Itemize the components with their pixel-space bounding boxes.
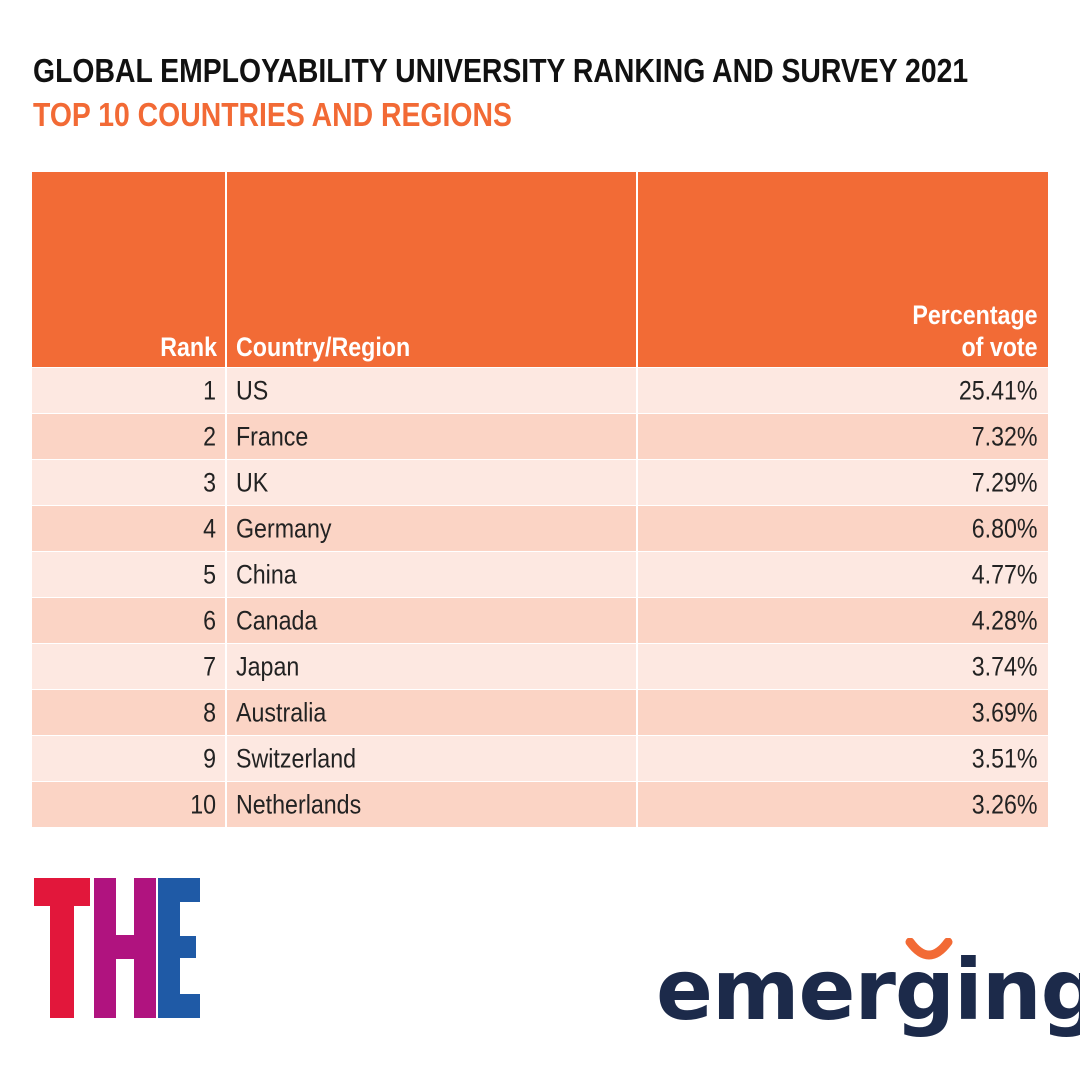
rank-cell: 3 (32, 460, 227, 505)
rank-cell-text: 9 (203, 743, 216, 773)
percentage-cell: 7.32% (638, 414, 1048, 459)
table-row: 9 Switzerland 3.51% (32, 735, 1048, 781)
percentage-cell: 3.51% (638, 736, 1048, 781)
rank-cell: 1 (32, 368, 227, 413)
rank-cell-text: 8 (203, 697, 216, 727)
percentage-cell: 7.29% (638, 460, 1048, 505)
percentage-cell-text: 3.26% (972, 789, 1038, 819)
percentage-cell-text: 3.69% (972, 697, 1038, 727)
rank-cell-text: 7 (203, 651, 216, 681)
header-rank: Rank (32, 172, 227, 367)
rank-cell: 10 (32, 782, 227, 827)
smile-icon (905, 938, 953, 960)
country-cell: Germany (227, 506, 638, 551)
rank-cell: 5 (32, 552, 227, 597)
rank-cell: 2 (32, 414, 227, 459)
percentage-cell-text: 6.80% (972, 513, 1038, 543)
percentage-cell: 4.77% (638, 552, 1048, 597)
country-cell: France (227, 414, 638, 459)
rank-cell: 4 (32, 506, 227, 551)
percentage-cell-text: 3.51% (972, 743, 1038, 773)
table-row: 5 China 4.77% (32, 551, 1048, 597)
page-title: GLOBAL EMPLOYABILITY UNIVERSITY RANKING … (33, 52, 969, 89)
country-cell-text: China (236, 559, 297, 589)
percentage-cell: 4.28% (638, 598, 1048, 643)
table-row: 1 US 25.41% (32, 367, 1048, 413)
percentage-cell-text: 4.77% (972, 559, 1038, 589)
rank-cell: 8 (32, 690, 227, 735)
country-cell-text: US (236, 375, 269, 405)
country-cell: US (227, 368, 638, 413)
table-row: 8 Australia 3.69% (32, 689, 1048, 735)
country-cell: China (227, 552, 638, 597)
country-cell: Japan (227, 644, 638, 689)
rank-cell-text: 6 (203, 605, 216, 635)
header-percentage-line1: Percentage (912, 300, 1038, 330)
percentage-cell-text: 25.41% (959, 375, 1038, 405)
country-cell: Netherlands (227, 782, 638, 827)
header-country: Country/Region (227, 172, 638, 367)
rank-cell-text: 2 (203, 421, 216, 451)
country-cell-text: Netherlands (236, 789, 362, 819)
table-row: 6 Canada 4.28% (32, 597, 1048, 643)
percentage-cell: 3.69% (638, 690, 1048, 735)
the-logo (34, 878, 200, 1018)
header-percentage-label: Percentage of vote (913, 299, 1038, 363)
rank-cell-text: 1 (203, 375, 216, 405)
percentage-cell: 25.41% (638, 368, 1048, 413)
header-country-label: Country/Region (236, 332, 411, 362)
page-subtitle: TOP 10 COUNTRIES AND REGIONS (33, 96, 512, 133)
rank-cell-text: 3 (203, 467, 216, 497)
table-row: 4 Germany 6.80% (32, 505, 1048, 551)
table-header: Rank Country/Region Percentage of vote (32, 172, 1048, 367)
country-cell-text: UK (236, 467, 269, 497)
country-cell-text: Japan (236, 651, 300, 681)
percentage-cell-text: 7.32% (972, 421, 1038, 451)
table-row: 10 Netherlands 3.26% (32, 781, 1048, 827)
percentage-cell-text: 4.28% (972, 605, 1038, 635)
rank-cell: 9 (32, 736, 227, 781)
percentage-cell: 6.80% (638, 506, 1048, 551)
country-cell: Switzerland (227, 736, 638, 781)
rank-cell: 7 (32, 644, 227, 689)
header-percentage-line2: of vote (961, 332, 1038, 362)
country-cell-text: Germany (236, 513, 332, 543)
rank-cell-text: 10 (190, 789, 216, 819)
percentage-cell: 3.26% (638, 782, 1048, 827)
country-cell: UK (227, 460, 638, 505)
table-body: 1 US 25.41% 2 France 7.32% 3 UK 7.29% 4 Germany 6.8… (32, 367, 1048, 827)
percentage-cell-text: 7.29% (972, 467, 1038, 497)
rank-cell-text: 5 (203, 559, 216, 589)
percentage-cell-text: 3.74% (972, 651, 1038, 681)
emerging-logo-text: emerging (656, 941, 1080, 1039)
table-row: 2 France 7.32% (32, 413, 1048, 459)
percentage-cell: 3.74% (638, 644, 1048, 689)
rank-cell-text: 4 (203, 513, 216, 543)
emerging-logo: emerging (656, 938, 1080, 1040)
table-row: 3 UK 7.29% (32, 459, 1048, 505)
country-cell-text: Switzerland (236, 743, 357, 773)
header-rank-label: Rank (160, 332, 217, 362)
ranking-table: Rank Country/Region Percentage of vote 1… (32, 172, 1048, 827)
country-cell-text: Australia (236, 697, 327, 727)
header-percentage: Percentage of vote (638, 172, 1048, 367)
rank-cell: 6 (32, 598, 227, 643)
country-cell-text: Canada (236, 605, 318, 635)
country-cell: Canada (227, 598, 638, 643)
country-cell-text: France (236, 421, 309, 451)
table-row: 7 Japan 3.74% (32, 643, 1048, 689)
country-cell: Australia (227, 690, 638, 735)
